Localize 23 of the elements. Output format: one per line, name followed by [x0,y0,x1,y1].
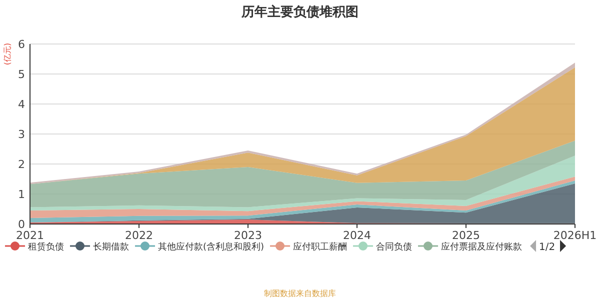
y-tick-label: 5 [18,68,25,81]
text: 制图数据来自数据库 [264,289,336,298]
x-tick-label: 2023 [234,229,262,242]
chart-title: 历年主要负债堆积图 [240,4,358,20]
legend-label: 长期借款 [93,242,129,252]
x-tick-label: 2022 [125,229,153,242]
legend-label: 应付票据及应付账款 [441,242,522,252]
x-tick-label: 2026H1 [553,229,597,242]
y-tick-label: 6 [18,38,25,51]
x-tick-label: 2021 [16,229,44,242]
y-tick-label: 0 [18,218,25,231]
x-tick-label: 2025 [452,229,480,242]
y-tick-label: 3 [18,128,25,141]
legend-label: 租赁负债 [28,242,64,252]
legend-label: 其他应付款(含利息和股利) [158,242,264,252]
text: 1/2 [539,242,556,253]
legend-label: 应付职工薪酬 [293,242,348,252]
y-tick-label: 2 [18,158,25,171]
y-tick-label: 1 [18,188,25,201]
legend-label: 合同负债 [376,242,412,252]
y-tick-label: 4 [18,98,25,111]
y-axis-title: (亿元) [3,42,12,66]
x-tick-label: 2024 [343,229,371,242]
